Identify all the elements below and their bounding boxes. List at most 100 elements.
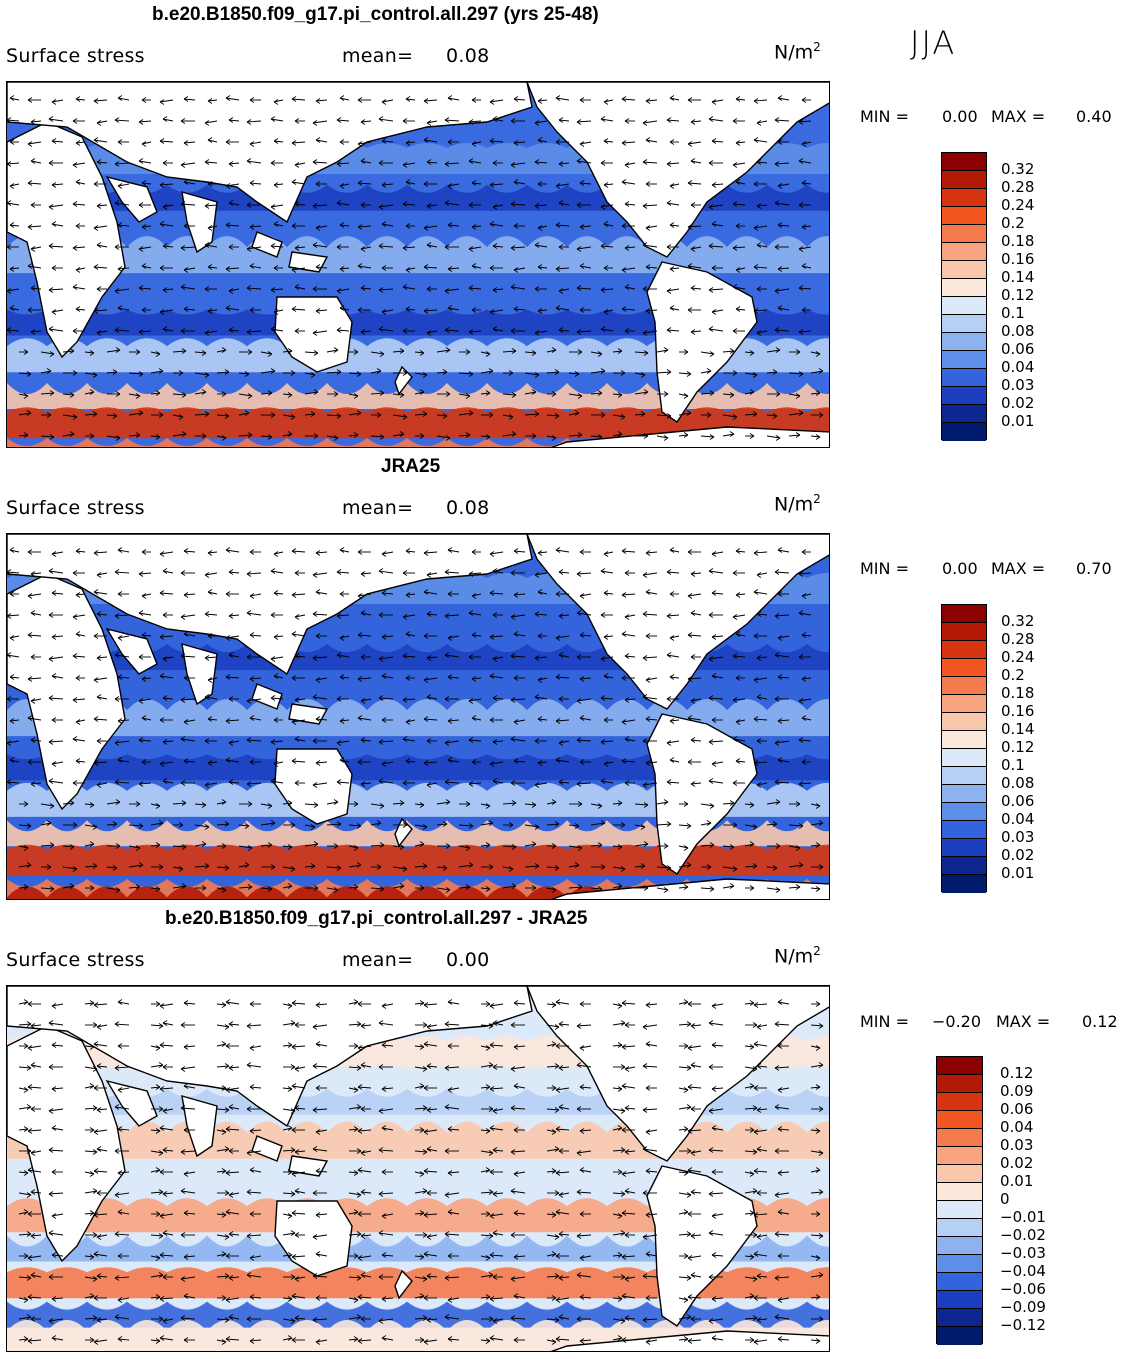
vector-arrow	[687, 265, 702, 269]
vector-arrowhead	[138, 158, 144, 164]
vector-arrow	[339, 719, 350, 722]
vector-arrow	[183, 141, 196, 144]
vector-arrowhead	[155, 1211, 161, 1217]
vector-arrowhead	[225, 305, 231, 311]
vector-arrow	[492, 288, 504, 291]
vector-arrow	[360, 1150, 372, 1154]
vector-arrow	[642, 1318, 658, 1321]
vector-arrowhead	[267, 842, 273, 848]
vector-arrow	[228, 329, 240, 332]
vector-arrow	[423, 1003, 438, 1006]
vector-arrow	[642, 656, 658, 659]
vector-arrow	[75, 633, 86, 637]
vector-arrowhead	[447, 1087, 453, 1093]
vector-arrow	[732, 246, 746, 249]
vector-arrow	[30, 739, 42, 742]
vector-arrow	[216, 887, 227, 891]
panel-2-title: JRA25	[381, 456, 441, 477]
vector-arrowhead	[489, 717, 495, 723]
vector-arrowhead	[287, 1086, 293, 1092]
vector-arrowhead	[92, 863, 98, 869]
vector-arrowhead	[138, 698, 144, 704]
vector-arrowhead	[294, 284, 300, 290]
vector-arrowhead	[735, 592, 741, 598]
land-mass	[550, 426, 829, 447]
vector-arrow	[84, 351, 95, 354]
vector-arrowhead	[447, 1297, 453, 1303]
vector-arrowhead	[378, 160, 384, 166]
vector-arrowhead	[621, 592, 627, 598]
vector-arrowhead	[558, 1021, 564, 1027]
vector-arrowhead	[27, 1211, 33, 1217]
vector-arrowhead	[155, 1045, 161, 1051]
vector-arrowhead	[93, 181, 99, 187]
vector-arrow	[576, 1234, 592, 1237]
vector-arrowhead	[290, 1064, 296, 1070]
vector-arrowhead	[488, 412, 494, 418]
vector-arrowhead	[138, 654, 144, 660]
vector-arrowhead	[162, 778, 168, 784]
vector-arrowhead	[287, 431, 293, 437]
vector-arrow	[447, 1087, 460, 1091]
vector-arrow	[51, 1003, 64, 1007]
vector-arrow	[30, 120, 42, 123]
vector-arrowhead	[624, 736, 630, 742]
vector-arrowhead	[249, 759, 255, 765]
vector-arrowhead	[333, 843, 339, 849]
vector-arrowhead	[138, 285, 144, 291]
vector-arrowhead	[381, 221, 387, 227]
vector-arrow	[312, 1108, 328, 1111]
vector-arrow	[114, 1192, 130, 1196]
vector-arrowhead	[687, 97, 693, 103]
vector-arrowhead	[447, 635, 453, 641]
vector-arrowhead	[115, 435, 121, 441]
vector-arrow	[291, 98, 306, 101]
vector-arrow	[546, 1234, 560, 1238]
stress-band	[7, 699, 829, 737]
land-mass	[526, 986, 829, 1162]
vector-arrowhead	[798, 698, 804, 704]
vector-arrow	[555, 1211, 570, 1215]
vector-arrow	[447, 719, 460, 722]
vector-arrow	[744, 1002, 755, 1005]
vector-arrowhead	[468, 571, 474, 577]
vector-arrow	[270, 740, 284, 743]
vector-arrow	[246, 287, 262, 290]
vector-arrowhead	[426, 286, 432, 292]
colorbar-swatch	[942, 821, 986, 839]
vector-arrowhead	[422, 1276, 428, 1282]
vector-arrowhead	[666, 865, 672, 871]
vector-arrowhead	[465, 884, 471, 890]
vector-arrowhead	[465, 432, 471, 438]
vector-arrow	[624, 162, 636, 166]
vector-arrowhead	[315, 1041, 321, 1047]
vector-arrowhead	[207, 225, 213, 231]
vector-arrow	[183, 593, 196, 596]
vector-arrow	[810, 392, 821, 395]
vector-arrowhead	[465, 801, 471, 807]
vector-arrowhead	[620, 1020, 626, 1026]
vector-arrowhead	[353, 845, 359, 851]
vector-arrow	[612, 1127, 623, 1131]
vector-arrow	[678, 1316, 692, 1320]
vector-arrowhead	[141, 715, 147, 721]
vector-arrowhead	[96, 611, 102, 617]
vector-arrowhead	[426, 1234, 432, 1240]
vector-arrowhead	[756, 330, 762, 336]
vector-arrow	[48, 118, 64, 122]
vector-arrowhead	[75, 592, 81, 598]
vector-arrow	[93, 761, 108, 764]
vector-arrowhead	[339, 139, 345, 145]
vector-arrowhead	[422, 411, 428, 417]
vector-arrowhead	[336, 865, 342, 871]
vector-arrowhead	[89, 1083, 95, 1089]
vector-arrowhead	[294, 245, 300, 251]
vector-arrow	[678, 393, 689, 397]
vector-arrowhead	[444, 779, 450, 785]
vector-arrow	[216, 1065, 230, 1068]
vector-arrow	[590, 392, 603, 395]
vector-arrow	[669, 676, 680, 679]
vector-arrowhead	[405, 548, 411, 554]
vector-arrowhead	[225, 1126, 231, 1132]
vector-arrowhead	[423, 137, 429, 143]
